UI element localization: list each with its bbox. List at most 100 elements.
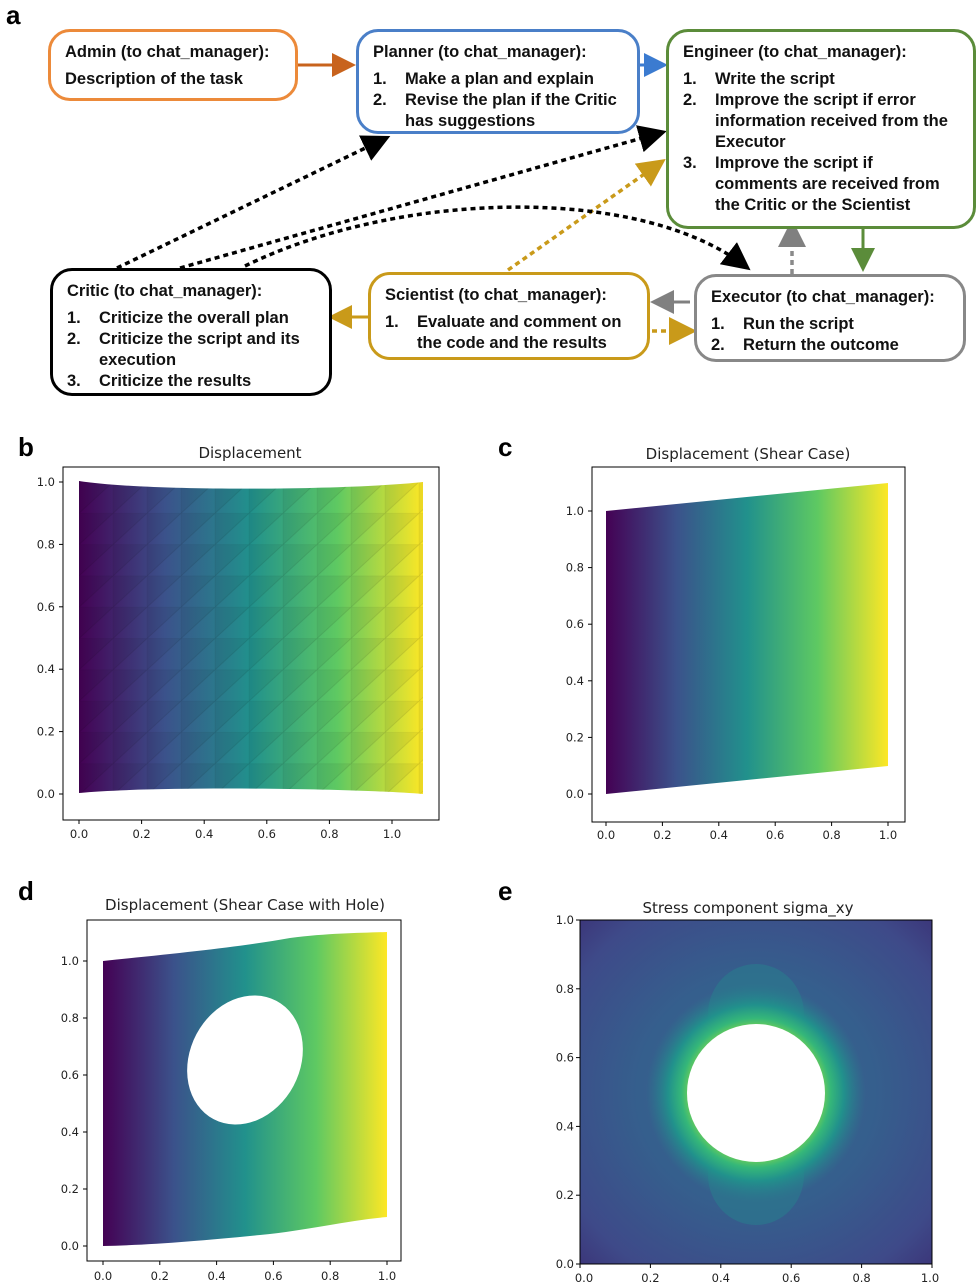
tick-label: 0.2 xyxy=(653,828,671,840)
tick-label: 0.4 xyxy=(195,827,213,840)
tick-label: 0.6 xyxy=(258,827,276,840)
plot-e-xticks: 0.0 0.2 0.4 0.6 0.8 1.0 xyxy=(575,1264,939,1285)
tick-label: 0.8 xyxy=(566,561,584,575)
planner-box: Planner (to chat_manager): 1. Make a plan… xyxy=(356,29,640,134)
panel-label-b: b xyxy=(18,432,34,462)
admin-body: Description of the task xyxy=(65,70,243,88)
tick-label: 1.0 xyxy=(566,504,584,518)
plot-e: Stress component sigma_xy 0.0 0.2 0.4 0.… xyxy=(556,899,939,1285)
plot-d-title: Displacement (Shear Case with Hole) xyxy=(105,896,385,914)
tick-label: 0.6 xyxy=(566,617,584,631)
plot-b-title: Displacement xyxy=(198,444,301,462)
tick-label: 0.0 xyxy=(37,787,55,801)
arrow-scientist-to-engineer xyxy=(506,158,666,272)
tick-label: 0.2 xyxy=(61,1182,79,1196)
plot-d-yticks: 0.0 0.2 0.4 0.6 0.8 1.0 xyxy=(61,954,87,1253)
tick-label: 0.4 xyxy=(566,674,584,688)
tick-label: 0.8 xyxy=(37,537,55,551)
list-item: 1. Evaluate and comment on the code and t… xyxy=(385,313,622,352)
tick-label: 0.2 xyxy=(556,1188,574,1202)
tick-label: 0.0 xyxy=(575,1271,593,1285)
tick-label: 1.0 xyxy=(556,913,574,927)
plot-c-yticks: 0.0 0.2 0.4 0.6 0.8 1.0 xyxy=(566,504,592,801)
plot-d-xticks: 0.0 0.2 0.4 0.6 0.8 1.0 xyxy=(94,1261,396,1283)
tick-label: 0.8 xyxy=(320,827,338,840)
tick-label: 0.4 xyxy=(712,1271,730,1285)
plot-c-title: Displacement (Shear Case) xyxy=(646,445,851,463)
plot-e-title: Stress component sigma_xy xyxy=(642,899,853,918)
diagram-arrows xyxy=(116,53,875,345)
tick-label: 0.0 xyxy=(566,787,584,801)
tick-label: 0.8 xyxy=(852,1271,870,1285)
tick-label: 0.2 xyxy=(132,827,150,840)
tick-label: 0.4 xyxy=(556,1119,574,1133)
plot-e-hole xyxy=(687,1024,825,1162)
tick-label: 1.0 xyxy=(37,475,55,489)
tick-label: 0.6 xyxy=(37,600,55,614)
tick-label: 0.0 xyxy=(597,828,615,840)
plot-c-field xyxy=(606,483,888,794)
tick-label: 1.0 xyxy=(921,1271,939,1285)
tick-label: 1.0 xyxy=(383,827,401,840)
tick-label: 1.0 xyxy=(378,1269,396,1283)
list-item: 3. Improve the script if comments are rec… xyxy=(683,154,940,214)
tick-label: 0.4 xyxy=(37,662,55,676)
scientist-title: Scientist (to chat_manager): xyxy=(385,286,607,304)
list-item: 2. Criticize the script and its execution xyxy=(67,330,300,369)
list-item: 1. Make a plan and explain xyxy=(373,70,594,88)
tick-label: 0.6 xyxy=(766,828,784,840)
admin-title: Admin (to chat_manager): xyxy=(65,43,270,61)
tick-label: 0.8 xyxy=(556,982,574,996)
tick-label: 0.0 xyxy=(61,1239,79,1253)
plot-b-mesh xyxy=(79,481,423,794)
panel-label-e: e xyxy=(498,876,513,906)
panel-label-d: d xyxy=(18,876,34,906)
tick-label: 0.6 xyxy=(556,1051,574,1065)
executor-title: Executor (to chat_manager): xyxy=(711,288,935,306)
admin-box: Admin (to chat_manager): Description of … xyxy=(48,29,298,101)
tick-label: 0.6 xyxy=(782,1271,800,1285)
engineer-title: Engineer (to chat_manager): xyxy=(683,43,907,61)
engineer-box: Engineer (to chat_manager): 1. Write the … xyxy=(666,29,976,229)
tick-label: 0.6 xyxy=(264,1269,282,1283)
tick-label: 0.2 xyxy=(37,725,55,739)
panel-label-c: c xyxy=(498,432,513,462)
critic-title: Critic (to chat_manager): xyxy=(67,282,263,300)
list-item: 2. Improve the script if error informatio… xyxy=(683,91,948,151)
arrow-critic-to-planner xyxy=(116,135,391,270)
list-item: 1. Run the script xyxy=(711,315,854,333)
tick-label: 0.0 xyxy=(556,1257,574,1271)
tick-label: 0.6 xyxy=(61,1068,79,1082)
tick-label: 1.0 xyxy=(61,954,79,968)
tick-label: 0.4 xyxy=(710,828,728,840)
plot-e-yticks: 0.0 0.2 0.4 0.6 0.8 1.0 xyxy=(556,913,580,1271)
tick-label: 0.4 xyxy=(61,1125,79,1139)
tick-label: 0.2 xyxy=(566,730,584,744)
list-item: 1. Write the script xyxy=(683,70,835,88)
list-item: 2. Return the outcome xyxy=(711,336,899,354)
critic-box: Critic (to chat_manager): 1. Criticize th… xyxy=(50,268,332,396)
tick-label: 0.8 xyxy=(61,1011,79,1025)
tick-label: 0.8 xyxy=(321,1269,339,1283)
arrow-critic-to-executor xyxy=(244,205,751,271)
tick-label: 0.2 xyxy=(641,1271,659,1285)
planner-title: Planner (to chat_manager): xyxy=(373,43,587,61)
list-item: 3. Criticize the results xyxy=(67,372,252,390)
tick-label: 0.2 xyxy=(151,1269,169,1283)
tick-label: 0.0 xyxy=(94,1269,112,1283)
plot-b-yticks: 0.0 0.2 0.4 0.6 0.8 1.0 xyxy=(37,475,63,801)
executor-box: Executor (to chat_manager): 1. Run the sc… xyxy=(694,274,966,362)
plot-d-hole xyxy=(187,995,303,1125)
tick-label: 0.4 xyxy=(207,1269,225,1283)
plot-b: Displacement 0.0 0.2 0.4 0.6 0.8 1.0 0.0… xyxy=(37,444,440,840)
plot-d: Displacement (Shear Case with Hole) 0.0 … xyxy=(61,896,402,1283)
list-item: 1. Criticize the overall plan xyxy=(67,309,289,327)
arrow-critic-to-engineer xyxy=(179,125,667,270)
tick-label: 1.0 xyxy=(879,828,897,840)
plot-b-xticks: 0.0 0.2 0.4 0.6 0.8 1.0 xyxy=(70,820,401,840)
plot-c-xticks: 0.0 0.2 0.4 0.6 0.8 1.0 xyxy=(597,822,897,840)
scientist-box: Scientist (to chat_manager): 1. Evaluate … xyxy=(368,272,650,360)
tick-label: 0.0 xyxy=(70,827,88,840)
plot-c: Displacement (Shear Case) 0.0 0.2 0.4 0.… xyxy=(566,445,906,840)
list-item: 2. Revise the plan if the Critic has sugg… xyxy=(373,91,617,130)
